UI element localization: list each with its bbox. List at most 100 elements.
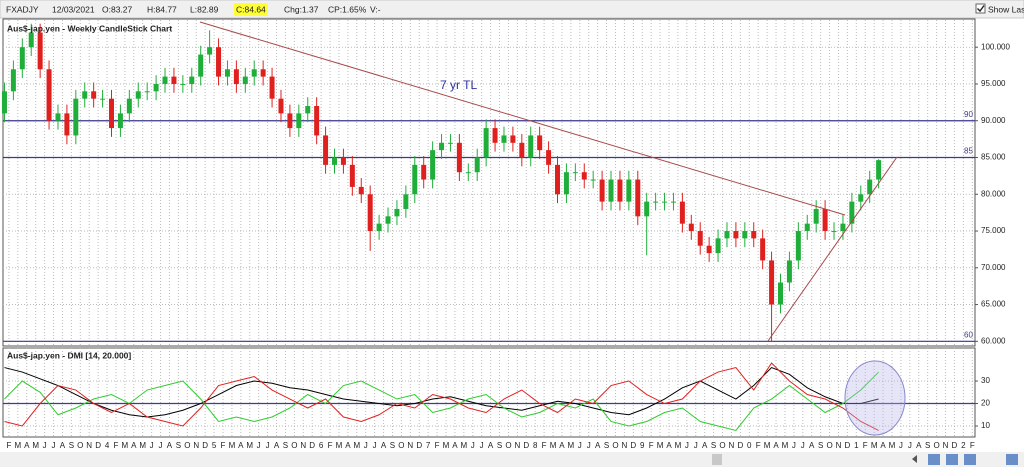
candle-body — [724, 231, 730, 239]
candle-body — [10, 69, 16, 92]
show-last-label[interactable]: Show Last — [988, 4, 1024, 14]
x-tick-label: M — [461, 441, 468, 450]
scroll-left[interactable] — [912, 455, 917, 463]
candle-body — [180, 83, 186, 85]
x-tick-label: D — [309, 441, 315, 450]
candle-body — [465, 172, 471, 174]
candle-body — [590, 179, 596, 181]
candle-body — [332, 157, 337, 165]
x-tick-label: O — [77, 441, 83, 450]
x-tick-label: J — [694, 441, 698, 450]
x-tick-label: M — [139, 441, 146, 450]
x-tick-label: A — [381, 441, 387, 450]
candle-body — [91, 91, 97, 99]
close: C:84.64 — [236, 4, 266, 14]
x-tick-label: N — [300, 441, 306, 450]
candle-body — [314, 106, 320, 136]
scrollbar-track[interactable] — [0, 452, 1024, 467]
x-tick-label: F — [435, 441, 440, 450]
x-tick-label: J — [685, 441, 689, 450]
x-tick-label: J — [52, 441, 56, 450]
low: L:82.89 — [190, 4, 219, 14]
y-tick-label: 85.000 — [981, 153, 1006, 162]
x-tick-label: A — [345, 441, 351, 450]
x-tick-label: N — [729, 441, 735, 450]
candle-body — [73, 98, 79, 136]
x-tick-label: J — [471, 441, 475, 450]
x-tick-label: O — [505, 441, 511, 450]
candle-body — [367, 194, 373, 232]
change: Chg:1.37 — [284, 4, 319, 14]
x-tick-label: J — [480, 441, 484, 450]
candle-body — [688, 223, 694, 232]
x-tick-label: 4 — [105, 441, 110, 450]
x-tick-label: N — [836, 441, 842, 450]
x-tick-label: J — [578, 441, 582, 450]
x-tick-label: M — [764, 441, 771, 450]
candle-body — [412, 164, 418, 195]
candle-body — [563, 172, 569, 195]
x-tick-label: O — [933, 441, 939, 450]
candle-body — [198, 54, 204, 77]
y-tick-label: 75.000 — [981, 226, 1006, 235]
zoom-button[interactable] — [946, 454, 958, 465]
x-tick-label: O — [826, 441, 832, 450]
scrollbar-thumb[interactable] — [712, 454, 722, 465]
x-tick-label: F — [328, 441, 333, 450]
candle-body — [778, 282, 783, 305]
x-tick-label: M — [675, 441, 682, 450]
zoom-button[interactable] — [928, 454, 940, 465]
toolbar: FXADJY 12/03/2021 O:83.27 H:84.77 L:82.8… — [0, 0, 1024, 19]
candle-body — [572, 172, 578, 174]
candle-body — [626, 179, 632, 202]
x-tick-label: 7 — [426, 441, 431, 450]
candle-body — [858, 194, 864, 202]
candle-body — [831, 231, 837, 233]
x-tick-label: M — [122, 441, 129, 450]
x-tick-label: J — [257, 441, 261, 450]
level-label: 85 — [964, 147, 973, 156]
candle-body — [55, 113, 61, 121]
x-tick-label: A — [702, 441, 708, 450]
date: 12/03/2021 — [52, 4, 95, 14]
x-tick-label: O — [184, 441, 190, 450]
candle-body — [269, 76, 275, 99]
annotation: 7 yr TL — [440, 78, 477, 92]
settings-button[interactable] — [1006, 454, 1018, 465]
x-tick-label: M — [443, 441, 450, 450]
y-tick-label: 70.000 — [981, 263, 1006, 272]
candle-body — [385, 216, 391, 224]
x-tick-label: J — [587, 441, 591, 450]
x-tick-label: D — [630, 441, 636, 450]
candle-body — [546, 150, 552, 165]
y-tick-label: 80.000 — [981, 189, 1006, 198]
y-tick-label: 20 — [981, 399, 990, 408]
x-tick-label: M — [246, 441, 253, 450]
candle-body — [849, 201, 855, 224]
candle-body — [224, 69, 230, 77]
x-tick-label: F — [649, 441, 654, 450]
x-tick-label: N — [86, 441, 92, 450]
x-tick-label: M — [15, 441, 22, 450]
x-tick-label: F — [863, 441, 868, 450]
candle-body — [394, 208, 400, 217]
x-tick-label: O — [719, 441, 725, 450]
x-tick-label: A — [24, 441, 30, 450]
candle-body — [492, 128, 498, 143]
candle-body — [109, 98, 114, 129]
x-tick-label: F — [6, 441, 11, 450]
candle-body — [786, 260, 792, 283]
dmi-line — [4, 371, 879, 432]
x-tick-label: F — [970, 441, 975, 450]
candle-body — [751, 231, 757, 239]
candle-body — [670, 201, 676, 203]
candle-body — [340, 157, 346, 165]
candle-body — [456, 142, 462, 173]
zoom-button[interactable] — [964, 454, 976, 465]
candle-body — [813, 208, 819, 224]
dmi-panel — [2, 347, 976, 438]
show-last-checkbox[interactable] — [975, 3, 986, 14]
x-tick-label: N — [193, 441, 199, 450]
y-tick-label: 65.000 — [981, 300, 1006, 309]
